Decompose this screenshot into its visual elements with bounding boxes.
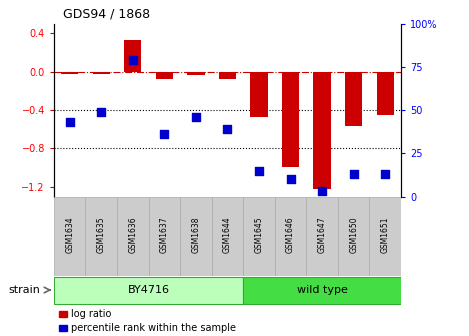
Bar xyxy=(149,197,180,276)
Bar xyxy=(338,197,370,276)
Point xyxy=(192,114,200,120)
Point xyxy=(287,176,295,182)
Bar xyxy=(59,325,67,331)
Bar xyxy=(345,72,363,126)
Bar xyxy=(61,72,78,74)
Text: percentile rank within the sample: percentile rank within the sample xyxy=(71,323,236,333)
Text: GSM1638: GSM1638 xyxy=(191,216,200,253)
Bar xyxy=(275,197,306,276)
Text: GDS94 / 1868: GDS94 / 1868 xyxy=(63,7,151,20)
Point xyxy=(350,171,357,177)
Text: GSM1646: GSM1646 xyxy=(286,216,295,253)
Text: GSM1634: GSM1634 xyxy=(65,216,74,253)
Bar xyxy=(156,72,173,79)
Point xyxy=(66,120,74,125)
Point xyxy=(98,109,105,115)
Bar xyxy=(306,197,338,276)
Text: GSM1650: GSM1650 xyxy=(349,216,358,253)
Bar xyxy=(92,72,110,74)
Bar xyxy=(124,40,142,72)
Bar xyxy=(282,72,299,167)
Text: GSM1635: GSM1635 xyxy=(97,216,106,253)
Bar xyxy=(219,72,236,79)
Text: GSM1644: GSM1644 xyxy=(223,216,232,253)
Bar xyxy=(180,197,212,276)
Bar xyxy=(54,277,243,304)
Bar xyxy=(85,197,117,276)
Text: GSM1636: GSM1636 xyxy=(129,216,137,253)
Bar xyxy=(54,197,85,276)
Text: GSM1647: GSM1647 xyxy=(318,216,326,253)
Text: strain: strain xyxy=(8,285,40,295)
Bar xyxy=(187,72,204,75)
Bar xyxy=(377,72,394,115)
Point xyxy=(160,132,168,137)
Point xyxy=(129,57,136,62)
Point xyxy=(255,168,263,173)
Bar xyxy=(243,197,275,276)
Bar xyxy=(313,72,331,189)
Text: log ratio: log ratio xyxy=(71,309,111,319)
Point xyxy=(381,171,389,177)
Bar xyxy=(117,197,149,276)
Point xyxy=(224,126,231,132)
Bar xyxy=(243,277,401,304)
Text: BY4716: BY4716 xyxy=(128,285,170,295)
Bar xyxy=(59,311,67,317)
Point xyxy=(318,189,326,194)
Bar xyxy=(212,197,243,276)
Text: GSM1645: GSM1645 xyxy=(255,216,264,253)
Text: GSM1651: GSM1651 xyxy=(381,216,390,253)
Bar xyxy=(250,72,268,117)
Text: wild type: wild type xyxy=(297,285,348,295)
Text: GSM1637: GSM1637 xyxy=(160,216,169,253)
Bar xyxy=(370,197,401,276)
